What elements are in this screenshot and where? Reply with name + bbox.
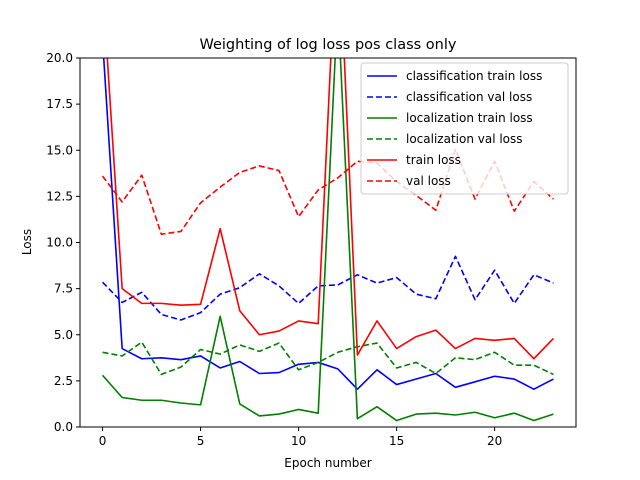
legend-entry-label: classification train loss xyxy=(406,69,542,83)
series-line-localization-train-loss xyxy=(101,58,554,422)
series-line-localization-val-loss xyxy=(102,341,554,376)
legend-entry-label: localization train loss xyxy=(406,111,533,125)
legend-entry-label: localization val loss xyxy=(406,132,523,146)
y-tick-label: 10.0 xyxy=(46,236,73,250)
plot-frame xyxy=(79,57,577,428)
y-tick-label: 5.0 xyxy=(54,328,73,342)
y-tick-label: 2.5 xyxy=(54,374,73,388)
legend-box xyxy=(360,62,569,195)
series-layer xyxy=(101,58,555,422)
x-tick-label: 0 xyxy=(99,434,107,448)
x-tick-label: 10 xyxy=(291,434,306,448)
x-axis-label: Epoch number xyxy=(284,456,371,470)
legend-entry-label: classification val loss xyxy=(406,90,532,104)
legend-entries: classification train loss classification … xyxy=(367,69,542,188)
y-tick-label: 12.5 xyxy=(46,189,73,203)
x-tick-label: 15 xyxy=(389,434,404,448)
y-tick-label: 0.0 xyxy=(54,420,73,434)
series-line-classification-val-loss xyxy=(101,255,554,321)
series-line-train-loss xyxy=(106,58,555,360)
ticks-layer: 0 5 10 15 20 0.0 2.5 5.0 7.5 10.0 12.5 15.0 17.5 20.0 xyxy=(46,51,502,448)
y-tick-label: 15.0 xyxy=(46,143,73,157)
legend: classification train loss classification … xyxy=(360,62,569,195)
y-tick-label: 7.5 xyxy=(54,282,73,296)
y-tick-label: 20.0 xyxy=(46,51,73,65)
x-tick-label: 5 xyxy=(197,434,205,448)
y-tick-label: 17.5 xyxy=(46,97,73,111)
legend-entry-label: train loss xyxy=(406,153,461,167)
series-line-classification-train-loss xyxy=(102,58,554,390)
chart-title: Weighting of log loss pos class only xyxy=(200,37,457,53)
y-axis-label: Loss xyxy=(20,229,34,255)
x-tick-label: 20 xyxy=(487,434,502,448)
legend-entry-label: val loss xyxy=(406,174,451,188)
